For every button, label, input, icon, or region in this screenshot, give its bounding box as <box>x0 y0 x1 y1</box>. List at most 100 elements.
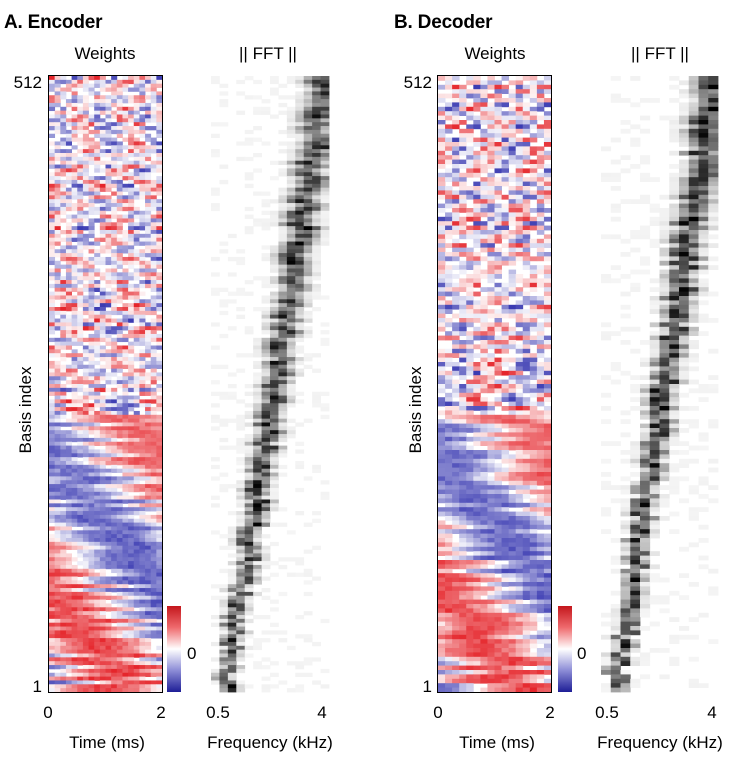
encoder-weight-cell <box>105 672 112 677</box>
decoder-weight-cell <box>473 76 481 81</box>
encoder-fft-cell <box>236 557 246 562</box>
encoder-fft-cell <box>219 91 229 96</box>
decoder-weight-cell <box>536 340 545 345</box>
encoder-weight-cell <box>94 599 101 604</box>
decoder-weight-cell <box>515 366 524 372</box>
encoder-weight-cell <box>156 403 163 408</box>
decoder-weight-cell <box>536 190 545 196</box>
encoder-weight-cell <box>54 657 61 662</box>
encoder-weight-cell <box>156 156 163 162</box>
encoder-fft-cell <box>227 611 237 616</box>
encoder-weight-cell <box>139 91 146 96</box>
decoder-weight-cell <box>473 225 481 231</box>
encoder-weight-cell <box>139 360 146 366</box>
encoder-weight-cell <box>122 688 129 693</box>
encoder-weight-cell <box>116 310 123 316</box>
encoder-weight-cell <box>111 549 118 554</box>
encoder-weight-cell <box>71 684 78 689</box>
encoder-weight-cell <box>82 187 89 192</box>
encoder-weight-cell <box>94 657 101 662</box>
encoder-weight-cell <box>150 572 157 577</box>
encoder-weight-cell <box>60 407 67 412</box>
encoder-weight-cell <box>82 410 89 416</box>
decoder-weight-cell <box>494 274 502 279</box>
encoder-fft-cell <box>303 330 313 335</box>
encoder-fft-cell <box>312 226 321 231</box>
encoder-fft-cell <box>270 395 279 400</box>
decoder-weight-cell <box>438 84 446 90</box>
encoder-fft-cell <box>295 260 305 266</box>
encoder-time-tick-end: 2 <box>156 703 165 722</box>
decoder-weight-cell <box>487 164 495 169</box>
encoder-fft-cell <box>261 337 271 343</box>
encoder-weight-cell <box>128 230 135 235</box>
encoder-weight-cell <box>94 387 101 393</box>
encoder-weight-cell <box>60 399 67 404</box>
decoder-weight-cell <box>473 397 481 402</box>
decoder-weight-cell <box>508 274 517 279</box>
encoder-weight-cell <box>60 179 67 185</box>
encoder-weight-cell <box>82 426 89 431</box>
encoder-weight-cell <box>156 599 163 604</box>
encoder-fft-cell <box>278 283 288 289</box>
encoder-fft-cell <box>227 638 237 643</box>
encoder-weight-cell <box>116 191 123 196</box>
encoder-fft-cell <box>211 457 220 462</box>
encoder-weight-cell <box>99 464 106 470</box>
encoder-weight-cell <box>116 318 123 323</box>
encoder-weight-cell <box>145 426 152 431</box>
encoder-weight-cell <box>94 572 101 577</box>
decoder-weight-cell <box>452 216 460 222</box>
encoder-weight-cell <box>88 410 95 416</box>
decoder-weight-cell <box>473 304 481 310</box>
encoder-weight-cell <box>105 499 112 504</box>
encoder-weight-cell <box>54 588 61 593</box>
decoder-weight-cell <box>459 106 467 112</box>
encoder-weight-cell <box>150 141 157 146</box>
encoder-weight-cell <box>60 168 67 173</box>
encoder-fft-cell <box>227 591 237 597</box>
decoder-weight-cell <box>445 115 453 121</box>
encoder-weight-cell <box>156 661 163 666</box>
encoder-weight-cell <box>99 676 106 681</box>
encoder-weight-cell <box>94 534 101 539</box>
encoder-weight-cell <box>99 287 106 292</box>
encoder-fft-cell <box>253 337 262 343</box>
encoder-weight-cell <box>71 122 78 127</box>
decoder-weight-cell <box>487 309 495 314</box>
encoder-fft-cell <box>270 199 279 204</box>
decoder-weight-cell <box>466 379 474 385</box>
decoder-weight-cell <box>466 287 474 292</box>
encoder-fft-cell <box>244 553 254 558</box>
encoder-weight-cell <box>54 414 61 420</box>
decoder-weight-cell <box>466 190 474 196</box>
encoder-weight-cell <box>88 499 95 504</box>
encoder-weight-cell <box>145 430 152 435</box>
encoder-weight-cell <box>111 645 118 651</box>
encoder-weight-cell <box>145 611 152 616</box>
encoder-fft-cell <box>286 426 296 431</box>
encoder-weight-cell <box>111 230 118 235</box>
decoder-weight-cell <box>452 384 460 389</box>
encoder-weight-cell <box>99 83 106 88</box>
encoder-weight-cell <box>71 353 78 358</box>
encoder-weight-cell <box>65 233 72 239</box>
decoder-weight-cell <box>445 397 453 402</box>
encoder-fft-cell <box>244 618 254 624</box>
encoder-weight-cell <box>145 572 152 577</box>
encoder-weight-cell <box>156 272 163 277</box>
encoder-weight-cell <box>54 345 61 350</box>
encoder-weight-cell <box>122 272 129 277</box>
encoder-weight-cell <box>116 368 123 373</box>
encoder-weight-cell <box>65 626 72 631</box>
encoder-weight-cell <box>82 303 89 308</box>
decoder-weight-cell <box>529 243 538 248</box>
encoder-weight-cell <box>82 164 89 169</box>
decoder-weight-cell <box>452 379 460 385</box>
encoder-weight-cell <box>156 129 163 135</box>
encoder-fft-cell <box>286 233 296 239</box>
encoder-weight-cell <box>94 280 101 285</box>
encoder-weight-cell <box>111 87 118 92</box>
encoder-weight-cell <box>49 545 56 550</box>
encoder-fft-cell <box>227 653 237 658</box>
